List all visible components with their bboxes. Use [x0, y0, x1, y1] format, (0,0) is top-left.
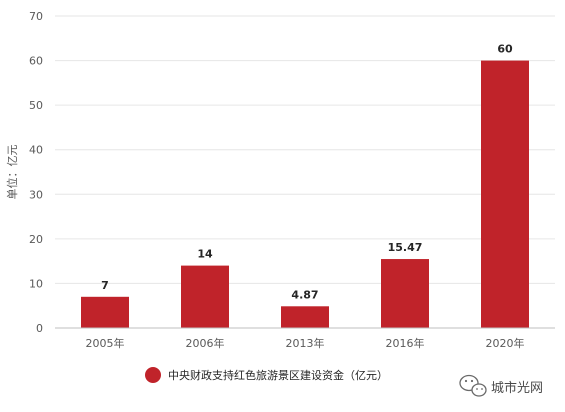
- watermark: 城市光网: [459, 374, 543, 397]
- bars: [81, 60, 529, 328]
- y-tick-label-6: 60: [29, 55, 43, 68]
- x-axis-ticks: 2005年 2006年 2013年 2016年 2020年: [86, 336, 525, 350]
- legend-label: 中央财政支持红色旅游景区建设资金（亿元）: [168, 368, 388, 382]
- bar-4: [481, 60, 529, 328]
- x-tick-label-3: 2016年: [386, 336, 425, 350]
- wechat-icon: [459, 374, 487, 397]
- bar-2: [281, 306, 329, 328]
- y-tick-label-7: 70: [29, 10, 43, 23]
- data-label-0: 7: [101, 279, 109, 292]
- y-axis-ticks: 0 10 20 30 40 50 60 70: [29, 10, 43, 335]
- y-tick-label-2: 20: [29, 233, 43, 246]
- bar-1: [181, 265, 229, 328]
- data-label-3: 15.47: [388, 241, 423, 254]
- y-tick-label-5: 50: [29, 99, 43, 112]
- legend: 中央财政支持红色旅游景区建设资金（亿元）: [145, 367, 388, 383]
- data-label-1: 14: [197, 248, 213, 261]
- x-tick-label-1: 2006年: [186, 336, 225, 350]
- x-tick-label-2: 2013年: [286, 336, 325, 350]
- data-label-2: 4.87: [291, 288, 318, 301]
- bar-3: [381, 259, 429, 328]
- y-axis-label: 单位：亿元: [5, 145, 19, 200]
- x-tick-label-4: 2020年: [486, 336, 525, 350]
- y-tick-label-4: 40: [29, 144, 43, 157]
- data-labels: 7 14 4.87 15.47 60: [101, 43, 513, 302]
- y-tick-label-0: 0: [36, 322, 43, 335]
- y-tick-label-1: 10: [29, 277, 43, 290]
- watermark-text: 城市光网: [491, 380, 543, 396]
- legend-swatch: [145, 367, 161, 383]
- bar-0: [81, 296, 129, 328]
- data-label-4: 60: [497, 43, 513, 56]
- x-tick-label-0: 2005年: [86, 336, 125, 350]
- gridlines: [55, 15, 555, 284]
- y-tick-label-3: 30: [29, 188, 43, 201]
